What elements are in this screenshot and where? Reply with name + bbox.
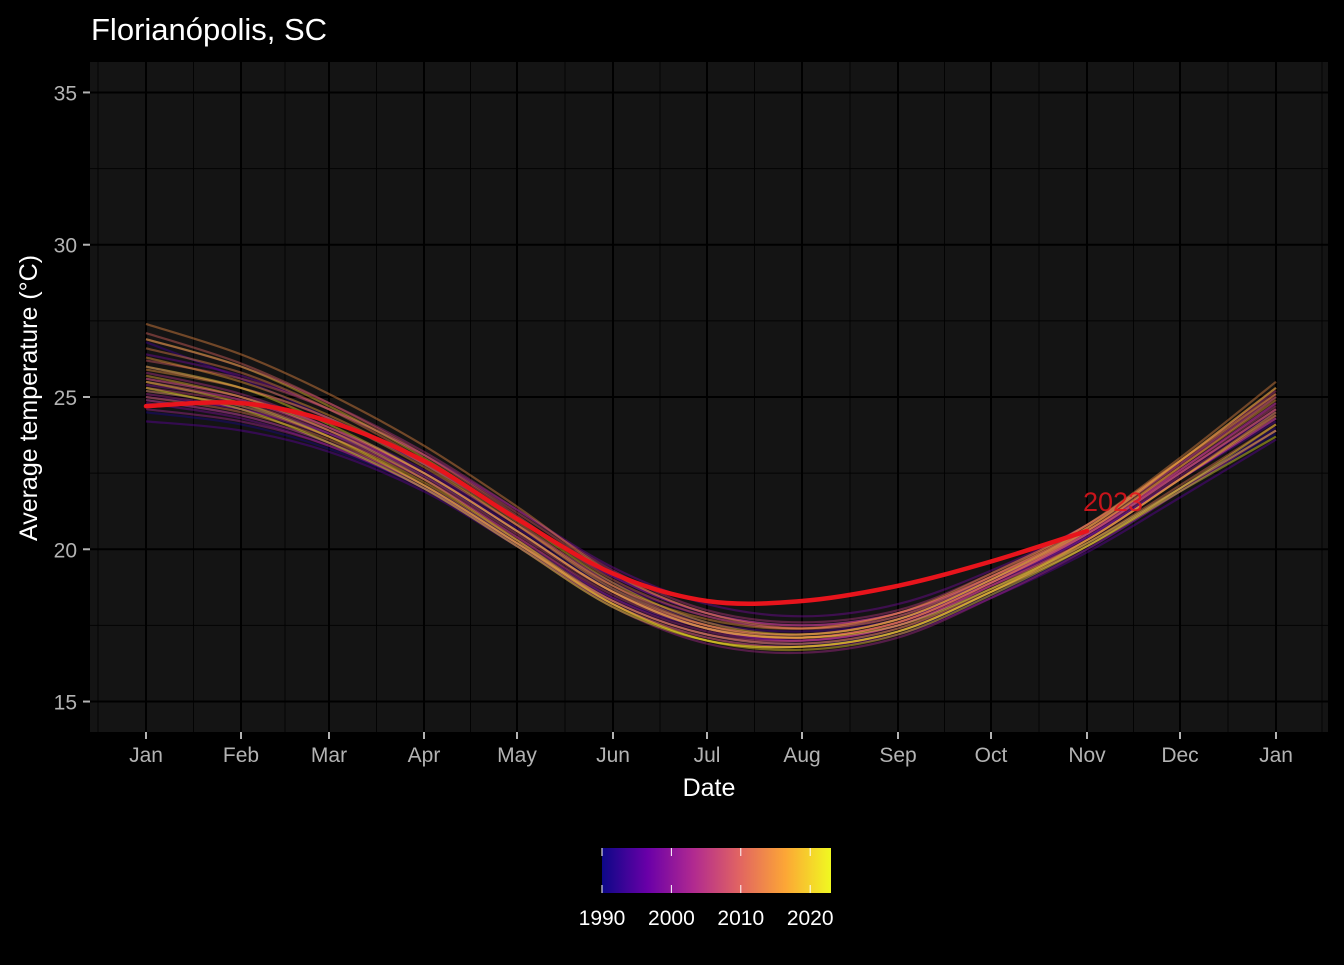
- colorbar-tick-label: 2000: [648, 907, 695, 930]
- series-line-2009: [145, 359, 1277, 627]
- series-line-2019: [145, 338, 1277, 636]
- series-line-2004: [145, 371, 1277, 639]
- series-line-1992: [145, 389, 1277, 636]
- series-line-2005: [145, 338, 1277, 624]
- series-line-2012: [145, 395, 1277, 648]
- y-tick-label: 20: [54, 539, 77, 562]
- y-axis-title: Average temperature (°C): [15, 255, 43, 541]
- x-tick-label: Mar: [311, 744, 347, 767]
- series-line-2017: [145, 389, 1277, 645]
- series-line-2022: [145, 386, 1277, 649]
- x-tick-label: Jan: [1259, 744, 1293, 767]
- y-tick-label: 30: [54, 235, 77, 258]
- series-line-2010: [145, 331, 1277, 630]
- series-line-1996: [145, 420, 1277, 648]
- colorbar-tick-label: 2020: [787, 907, 834, 930]
- x-tick-label: May: [497, 744, 537, 767]
- x-tick-label: Jun: [596, 744, 630, 767]
- series-line-2011: [145, 377, 1277, 639]
- highlight-line-2023: [143, 400, 1090, 606]
- series-line-2003: [145, 408, 1277, 655]
- series-line-1995: [145, 395, 1277, 633]
- colorbar-gradient: [602, 848, 831, 893]
- colorbar-tick-label: 1990: [579, 907, 626, 930]
- x-tick-label: Aug: [783, 744, 820, 767]
- series-line-2006: [145, 386, 1277, 639]
- x-tick-label: Sep: [879, 744, 916, 767]
- grid-major: [90, 62, 1328, 732]
- y-tick-label: 25: [54, 387, 77, 410]
- series-line-2018: [145, 374, 1277, 649]
- y-tick-label: 15: [54, 692, 77, 715]
- highlight-group: 2023: [143, 400, 1143, 606]
- x-tick-label: Feb: [223, 744, 259, 767]
- series-line-2021: [145, 365, 1277, 639]
- series-line-2014: [145, 322, 1277, 630]
- series-line-1997: [145, 377, 1277, 630]
- series-line-2015: [145, 368, 1277, 630]
- x-tick-label: Oct: [975, 744, 1008, 767]
- series-line-1999: [145, 402, 1277, 645]
- x-tick-label: Jul: [694, 744, 721, 767]
- series-line-2002: [145, 392, 1277, 642]
- y-axis: 15 20 25 30 35: [54, 82, 90, 715]
- x-tick-label: Dec: [1161, 744, 1198, 767]
- series-line-2000: [145, 383, 1277, 642]
- chart-title: Florianópolis, SC: [91, 12, 327, 47]
- highlight-label: 2023: [1083, 487, 1143, 517]
- series-line-2020: [145, 380, 1277, 652]
- x-axis-title: Date: [683, 774, 736, 802]
- series-line-1993: [145, 398, 1277, 642]
- series-line-1994: [145, 341, 1277, 627]
- colorbar-tick-label: 2010: [717, 907, 764, 930]
- colorbar-legend: 1990 2000 2010 2020: [579, 848, 834, 930]
- x-axis: Jan Feb Mar Apr May Jun Jul Aug Sep Oct Nov Dec Jan: [129, 732, 1293, 767]
- y-tick-label: 35: [54, 82, 77, 105]
- series-lines: [145, 322, 1277, 655]
- series-line-1991: [145, 411, 1277, 645]
- series-line-1998: [145, 353, 1277, 618]
- x-tick-label: Nov: [1068, 744, 1106, 767]
- x-tick-label: Jan: [129, 744, 163, 767]
- series-line-2008: [145, 398, 1277, 643]
- x-tick-label: Apr: [408, 744, 441, 767]
